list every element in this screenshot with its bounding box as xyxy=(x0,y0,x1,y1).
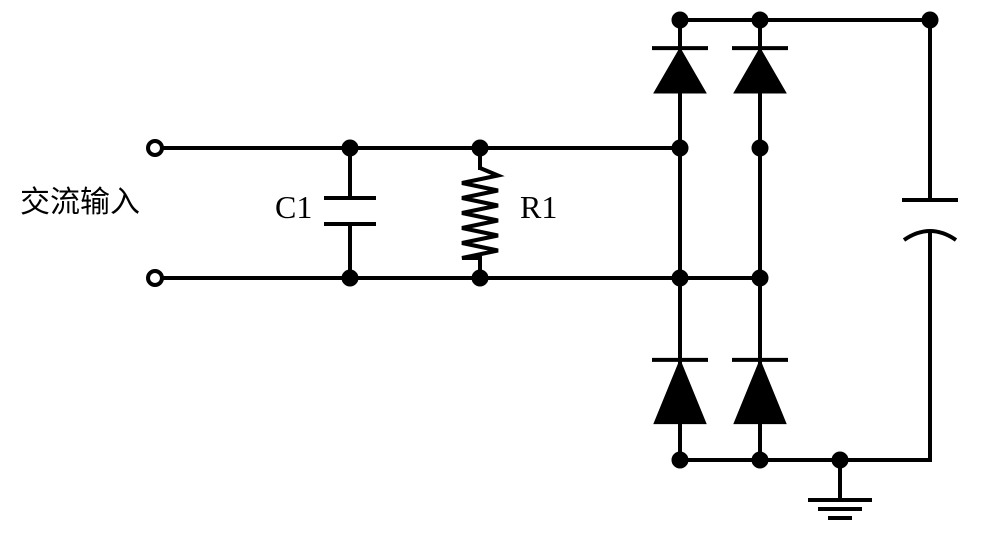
schematic-stroke xyxy=(754,142,767,155)
schematic-stroke xyxy=(148,271,162,285)
schematic-stroke xyxy=(674,142,687,155)
schematic-stroke xyxy=(674,272,687,285)
label-c1: C1 xyxy=(275,189,312,225)
schematic-stroke xyxy=(674,14,687,27)
schematic-stroke xyxy=(462,168,498,258)
schematic-stroke xyxy=(734,360,786,424)
schematic-stroke xyxy=(474,142,487,155)
schematic-stroke xyxy=(344,272,357,285)
schematic-stroke xyxy=(754,454,767,467)
schematic-stroke xyxy=(654,360,706,424)
schematic-stroke xyxy=(924,14,937,27)
label-ac-input: 交流输入 xyxy=(20,186,140,219)
circuit-schematic: 交流输入 C1 R1 xyxy=(0,0,1000,541)
label-r1: R1 xyxy=(520,189,557,225)
schematic-stroke xyxy=(344,142,357,155)
schematic-stroke xyxy=(674,454,687,467)
schematic-stroke xyxy=(734,48,786,93)
schematic-stroke xyxy=(754,272,767,285)
schematic-stroke xyxy=(148,141,162,155)
schematic-stroke xyxy=(474,272,487,285)
schematic-stroke xyxy=(834,454,847,467)
schematic-stroke xyxy=(654,48,706,93)
schematic-stroke xyxy=(754,14,767,27)
